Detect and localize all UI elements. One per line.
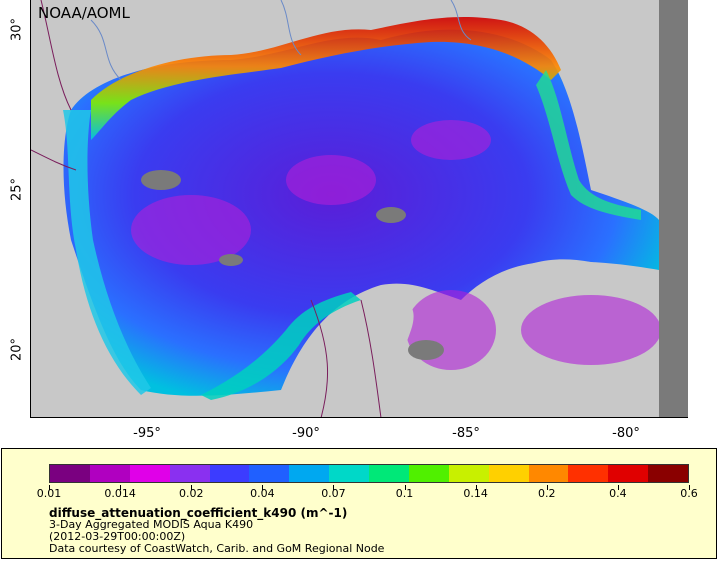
colorbar-tick-mark <box>617 485 619 490</box>
lat-label-30: 30° <box>9 17 25 42</box>
lat-label-25: 25° <box>9 177 25 202</box>
colorbar-tick-label: 0.07 <box>321 487 346 500</box>
colorbar-tick-mark <box>689 485 690 490</box>
yucatan-land <box>286 298 414 417</box>
colorbar <box>49 464 689 483</box>
coastal-band-west <box>63 110 151 395</box>
product-description: 3-Day Aggregated MODIS Aqua K490 <box>49 518 254 531</box>
colorbar-swatch <box>448 465 489 482</box>
colorbar-tick-label: 0.02 <box>178 487 204 500</box>
legend-panel: 0.01 0.014 0.02 0.04 0.07 0.1 0.14 0.2 0.4 0.6 di… <box>1 448 717 559</box>
colorbar-swatch <box>50 465 90 482</box>
gulf-water <box>63 29 659 396</box>
colorbar-swatch <box>129 465 170 482</box>
colorbar-tick-label: 0.04 <box>250 487 275 500</box>
colorbar-tick-mark <box>49 485 50 490</box>
colorbar-swatch <box>369 465 409 482</box>
lat-label-20: 20° <box>9 337 25 362</box>
lon-label-95: -95° <box>133 426 161 441</box>
chlorophyll-map <box>31 0 688 417</box>
product-date: (2012-03-29T00:00:00Z) <box>49 530 186 543</box>
colorbar-swatch <box>249 465 290 482</box>
colorbar-tick-label: 0.1 <box>395 487 414 500</box>
colorbar-swatch <box>488 465 529 482</box>
colorbar-tick-label: 0.014 <box>104 487 136 500</box>
colorbar-tick-mark <box>262 485 264 490</box>
coastal-band-north <box>91 17 561 140</box>
colorbar-tick-mark <box>120 485 122 490</box>
data-courtesy: Data courtesy of CoastWatch, Carib. and … <box>49 542 385 555</box>
variable-name: diffuse_attenuation_coefficient_k490 (m^… <box>49 506 348 520</box>
colorbar-tick-label: 0.14 <box>463 487 488 500</box>
florida-land <box>551 0 659 200</box>
political-borders <box>31 0 382 417</box>
colorbar-swatch <box>169 465 210 482</box>
data-credit: NOAA/AOML <box>38 4 130 22</box>
colorbar-tick-label: 0.6 <box>680 487 698 500</box>
colorbar-tick-label: 0.01 <box>36 487 62 500</box>
colorbar-swatch <box>408 465 449 482</box>
colorbar-tick-mark <box>546 485 548 490</box>
colorbar-tick-mark <box>404 485 406 490</box>
colorbar-tick-mark <box>475 485 477 490</box>
lon-label-85: -85° <box>452 426 480 441</box>
lon-label-80: -80° <box>612 426 640 441</box>
colorbar-swatch <box>89 465 130 482</box>
colorbar-swatch <box>209 465 250 482</box>
colorbar-tick-label: 0.2 <box>538 487 556 500</box>
colorbar-tick-mark <box>333 485 335 490</box>
florida-band <box>536 70 641 220</box>
colorbar-swatch <box>289 465 330 482</box>
nodata-patches <box>141 0 688 417</box>
colorbar-swatch <box>648 465 688 482</box>
cuba-land <box>491 259 659 296</box>
colorbar-tick-mark <box>191 485 193 490</box>
map-panel <box>30 0 688 418</box>
yucatan-band <box>201 292 361 400</box>
lon-label-90: -90° <box>292 426 320 441</box>
colorbar-tick-label: 0.4 <box>609 487 627 500</box>
colorbar-swatch <box>329 465 369 482</box>
colorbar-swatch <box>528 465 569 482</box>
colorbar-swatch <box>608 465 649 482</box>
colorbar-swatch <box>568 465 609 482</box>
rivers <box>90 0 472 81</box>
